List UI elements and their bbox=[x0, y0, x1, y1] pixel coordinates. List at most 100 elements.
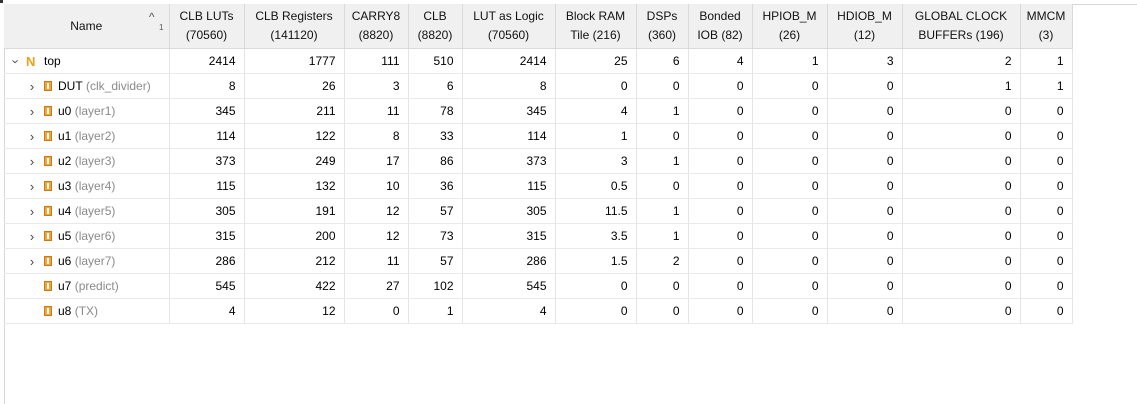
table-row[interactable]: › u6 (layer7) 286 212 11 57 286 1.5 2 0 0 0 0 0 bbox=[4, 248, 1073, 274]
utilization-value-cell: 3 bbox=[344, 73, 409, 99]
hierarchy-name-cell[interactable]: › u4 (layer5) bbox=[4, 198, 170, 224]
instance-name: u5 bbox=[58, 229, 72, 243]
table-row[interactable]: › DUT (clk_divider) 8 26 3 6 8 0 0 0 0 0 1 1 bbox=[4, 73, 1073, 99]
column-header-hdiob-m[interactable]: HDIOB_M (12) bbox=[827, 4, 903, 49]
table-row[interactable]: › u0 (layer1) 345 211 11 78 345 4 1 0 0 0 0 0 bbox=[4, 98, 1073, 124]
column-header-label: Bonded IOB (82) bbox=[697, 9, 743, 42]
table-row[interactable]: › u3 (layer4) 115 132 10 36 115 0.5 0 0 0 0 0 0 bbox=[4, 173, 1073, 199]
utilization-value-cell: 0 bbox=[688, 73, 753, 99]
hierarchy-name-cell[interactable]: u8 (TX) bbox=[4, 298, 170, 324]
table-row[interactable]: u8 (TX) 4 12 0 1 4 0 0 0 0 0 0 0 bbox=[4, 298, 1073, 324]
top-module-icon: N bbox=[26, 53, 36, 69]
utilization-value-cell: 17 bbox=[344, 148, 409, 174]
module-name: (layer4) bbox=[74, 179, 116, 193]
utilization-value-cell: 6 bbox=[408, 73, 463, 99]
utilization-value-cell: 0 bbox=[752, 248, 828, 274]
utilization-value-cell: 0 bbox=[752, 173, 828, 199]
module-name: (predict) bbox=[74, 279, 119, 293]
instance-name: u3 bbox=[58, 179, 72, 193]
column-header-dsps[interactable]: DSPs (360) bbox=[636, 4, 689, 49]
hierarchy-name-cell[interactable]: › u1 (layer2) bbox=[4, 123, 170, 149]
utilization-value-cell: 4 bbox=[169, 298, 245, 324]
hierarchy-name-cell[interactable]: › u6 (layer7) bbox=[4, 248, 170, 274]
table-row[interactable]: u7 (predict) 545 422 27 102 545 0 0 0 0 0 0 0 bbox=[4, 273, 1073, 299]
column-header-carry8[interactable]: CARRY8 (8820) bbox=[344, 4, 409, 49]
column-header-label: Block RAM Tile (216) bbox=[565, 9, 626, 42]
table-row[interactable]: › u4 (layer5) 305 191 12 57 305 11.5 1 0 0 0 0 0 bbox=[4, 198, 1073, 224]
instance-name: u4 bbox=[58, 204, 72, 218]
sort-order-number: 1 bbox=[159, 23, 164, 32]
chevron-right-icon[interactable]: › bbox=[29, 253, 35, 269]
utilization-value-cell: 4 bbox=[688, 48, 753, 74]
column-header-hpiob-m[interactable]: HPIOB_M (26) bbox=[752, 4, 828, 49]
column-header-block-ram-tile[interactable]: Block RAM Tile (216) bbox=[555, 4, 637, 49]
utilization-value-cell: 0 bbox=[827, 273, 903, 299]
hierarchy-name-cell[interactable]: › u3 (layer4) bbox=[4, 173, 170, 199]
utilization-value-cell: 286 bbox=[169, 248, 245, 274]
column-header-clb[interactable]: CLB (8820) bbox=[408, 4, 463, 49]
column-header-lut-as-logic[interactable]: LUT as Logic (70560) bbox=[462, 4, 556, 49]
utilization-value-cell: 2414 bbox=[462, 48, 556, 74]
utilization-value-cell: 0 bbox=[1020, 248, 1073, 274]
utilization-value-cell: 1 bbox=[636, 223, 689, 249]
utilization-value-cell: 0 bbox=[1020, 298, 1073, 324]
column-header-global-clock-buffers[interactable]: GLOBAL CLOCK BUFFERs (196) bbox=[902, 4, 1021, 49]
column-header-clb-registers[interactable]: CLB Registers (141120) bbox=[244, 4, 345, 49]
chevron-down-icon[interactable]: › bbox=[8, 58, 24, 64]
chevron-right-icon[interactable]: › bbox=[29, 103, 35, 119]
table-row[interactable]: › u2 (layer3) 373 249 17 86 373 3 1 0 0 0 0 0 bbox=[4, 148, 1073, 174]
utilization-value-cell: 26 bbox=[244, 73, 345, 99]
instance-icon bbox=[44, 106, 52, 116]
instance-icon bbox=[44, 306, 52, 316]
utilization-value-cell: 0 bbox=[827, 298, 903, 324]
utilization-value-cell: 0 bbox=[752, 273, 828, 299]
utilization-value-cell: 191 bbox=[244, 198, 345, 224]
utilization-value-cell: 33 bbox=[408, 123, 463, 149]
table-row[interactable]: › u1 (layer2) 114 122 8 33 114 1 0 0 0 0 0 0 bbox=[4, 123, 1073, 149]
utilization-value-cell: 0 bbox=[1020, 273, 1073, 299]
hierarchy-name-cell[interactable]: › u0 (layer1) bbox=[4, 98, 170, 124]
corner-marker bbox=[0, 0, 3, 3]
utilization-value-cell: 0 bbox=[902, 148, 1021, 174]
utilization-value-cell: 0 bbox=[636, 73, 689, 99]
instance-name: DUT bbox=[58, 79, 83, 93]
utilization-value-cell: 0 bbox=[636, 173, 689, 199]
utilization-value-cell: 8 bbox=[344, 123, 409, 149]
instance-name: u8 bbox=[58, 304, 72, 318]
utilization-value-cell: 111 bbox=[344, 48, 409, 74]
utilization-value-cell: 1777 bbox=[244, 48, 345, 74]
chevron-right-icon[interactable]: › bbox=[29, 228, 35, 244]
column-header-bonded-iob[interactable]: Bonded IOB (82) bbox=[688, 4, 753, 49]
utilization-value-cell: 0 bbox=[1020, 223, 1073, 249]
utilization-value-cell: 8 bbox=[462, 73, 556, 99]
table-row[interactable]: › u5 (layer6) 315 200 12 73 315 3.5 1 0 0 0 0 0 bbox=[4, 223, 1073, 249]
chevron-right-icon[interactable]: › bbox=[29, 153, 35, 169]
utilization-value-cell: 3 bbox=[555, 148, 637, 174]
column-header-mmcm[interactable]: MMCM (3) bbox=[1020, 4, 1073, 49]
instance-icon bbox=[44, 181, 52, 191]
chevron-right-icon[interactable]: › bbox=[29, 203, 35, 219]
utilization-value-cell: 0 bbox=[827, 248, 903, 274]
column-header-name[interactable]: Name ^ 1 bbox=[4, 4, 170, 49]
utilization-value-cell: 0 bbox=[636, 298, 689, 324]
utilization-value-cell: 0 bbox=[555, 73, 637, 99]
utilization-value-cell: 0 bbox=[688, 248, 753, 274]
utilization-value-cell: 0 bbox=[688, 298, 753, 324]
sort-ascending-icon: ^ bbox=[148, 10, 155, 24]
utilization-value-cell: 0 bbox=[902, 98, 1021, 124]
hierarchy-name-cell[interactable]: u7 (predict) bbox=[4, 273, 170, 299]
utilization-value-cell: 3 bbox=[827, 48, 903, 74]
column-header-clb-luts[interactable]: CLB LUTs (70560) bbox=[169, 4, 245, 49]
instance-name: u0 bbox=[58, 104, 72, 118]
utilization-value-cell: 0 bbox=[752, 223, 828, 249]
hierarchy-name-cell[interactable]: › u5 (layer6) bbox=[4, 223, 170, 249]
instance-icon bbox=[44, 206, 52, 216]
chevron-right-icon[interactable]: › bbox=[29, 178, 35, 194]
hierarchy-name-cell[interactable]: › DUT (clk_divider) bbox=[4, 73, 170, 99]
chevron-right-icon[interactable]: › bbox=[29, 128, 35, 144]
hierarchy-name-cell[interactable]: › u2 (layer3) bbox=[4, 148, 170, 174]
chevron-right-icon[interactable]: › bbox=[29, 78, 35, 94]
utilization-value-cell: 345 bbox=[169, 98, 245, 124]
